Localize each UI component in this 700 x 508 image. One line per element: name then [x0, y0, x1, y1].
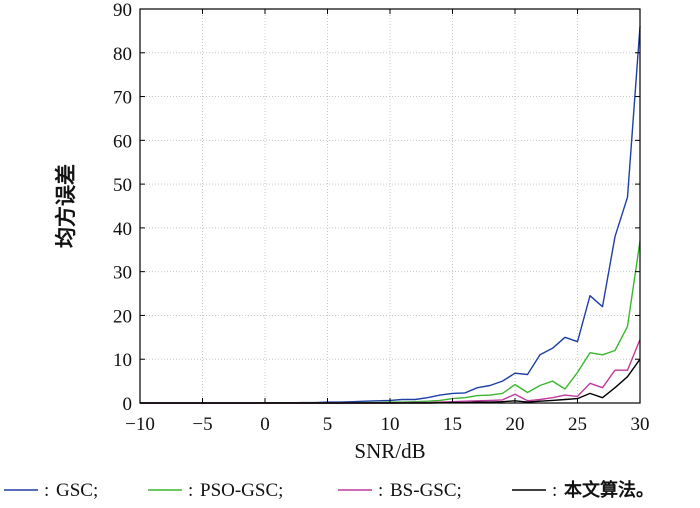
legend-colon: :	[188, 480, 193, 501]
axis-ticks	[139, 8, 641, 404]
series-line-1	[140, 26, 641, 404]
series-lines	[140, 26, 641, 404]
x-tick-label: 15	[443, 414, 462, 435]
legend-label-2: PSO-GSC;	[200, 480, 283, 501]
legend-colon: :	[378, 480, 383, 501]
x-axis-label: SNR/dB	[354, 439, 425, 463]
y-tick-label: 50	[113, 175, 132, 196]
legend: : GSC;: PSO-GSC;: BS-GSC;: 本文算法。	[4, 479, 654, 501]
y-tick-label: 80	[113, 44, 132, 65]
x-tick-label: 10	[381, 414, 400, 435]
y-tick-label: 30	[113, 263, 132, 284]
grid-lines	[140, 9, 640, 403]
x-tick-label: 30	[631, 414, 650, 435]
legend-label-1: GSC;	[56, 480, 98, 501]
x-tick-label: 0	[260, 414, 270, 435]
x-tick-label: 20	[506, 414, 525, 435]
plot-frame	[139, 8, 641, 404]
legend-label-3: BS-GSC;	[390, 480, 462, 501]
y-tick-label: 40	[113, 219, 132, 240]
y-tick-label: 0	[123, 394, 133, 415]
legend-colon: :	[552, 480, 557, 501]
x-tick-label: 25	[568, 414, 587, 435]
y-tick-label: 20	[113, 306, 132, 327]
y-tick-label: 10	[113, 350, 132, 371]
x-tick-label: −10	[125, 414, 155, 435]
y-tick-label: 90	[113, 0, 132, 21]
x-tick-label: 5	[323, 414, 333, 435]
y-tick-label: 60	[113, 131, 132, 152]
x-tick-label: −5	[192, 414, 212, 435]
legend-label-4: 本文算法。	[564, 479, 654, 501]
y-axis-label: 均方误差	[54, 164, 78, 248]
legend-colon: :	[44, 480, 49, 501]
y-tick-labels: 0 10 20 30 40 50 60 70 80 90	[113, 0, 132, 415]
x-tick-labels: −10 −5 0 5 10 15 20 25 30	[125, 414, 649, 435]
y-tick-label: 70	[113, 88, 132, 109]
